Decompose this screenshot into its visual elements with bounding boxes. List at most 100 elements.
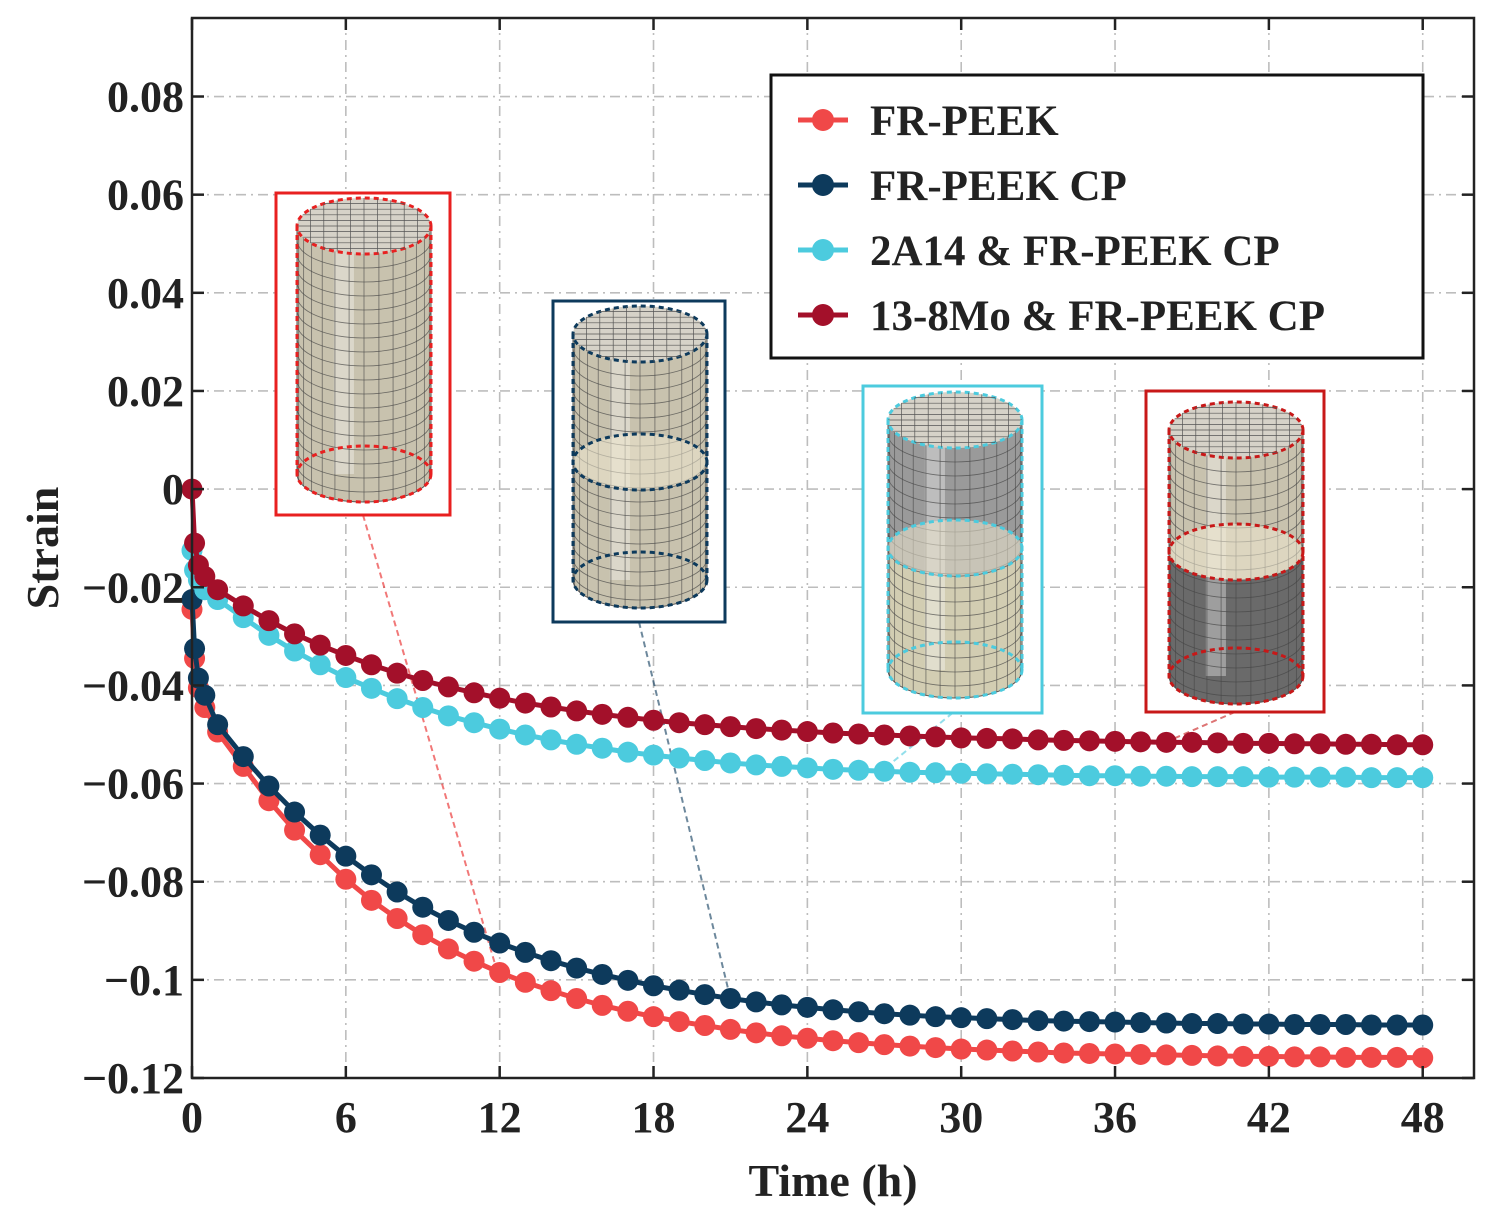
13-8mo-fr-peek-cp-specimen bbox=[1144, 389, 1326, 714]
y-tick-label: −0.08 bbox=[82, 858, 184, 907]
y-axis-title: Strain bbox=[17, 487, 68, 610]
data-point bbox=[437, 909, 459, 931]
inset-guide-line bbox=[1165, 711, 1236, 743]
data-point bbox=[489, 932, 511, 954]
data-point bbox=[258, 775, 280, 797]
data-point bbox=[976, 1008, 998, 1030]
data-point bbox=[1181, 731, 1203, 753]
data-point bbox=[1181, 1013, 1203, 1035]
mesh-ring bbox=[572, 375, 708, 405]
data-point bbox=[796, 1027, 818, 1049]
data-point bbox=[463, 712, 485, 734]
data-point bbox=[694, 1014, 716, 1036]
series-line bbox=[189, 599, 1423, 1028]
data-point bbox=[1232, 1013, 1254, 1035]
legend-marker bbox=[812, 304, 834, 326]
mesh-ring bbox=[887, 587, 1023, 617]
data-point bbox=[284, 623, 306, 645]
data-point bbox=[540, 980, 562, 1002]
data-point bbox=[771, 994, 793, 1016]
mesh-ring bbox=[1168, 443, 1304, 473]
data-point bbox=[335, 667, 357, 689]
data-point bbox=[668, 747, 690, 769]
mesh-ring bbox=[296, 295, 432, 325]
data-point bbox=[643, 1006, 665, 1028]
y-tick-label: 0.02 bbox=[107, 367, 184, 416]
data-point bbox=[1078, 1042, 1100, 1064]
x-tick-label: 18 bbox=[632, 1093, 676, 1142]
data-point bbox=[1284, 733, 1306, 755]
data-point bbox=[1027, 1041, 1049, 1063]
mesh-ring bbox=[296, 281, 432, 311]
mesh-ring bbox=[1168, 485, 1304, 515]
y-tick-label: −0.1 bbox=[104, 956, 184, 1005]
mesh-ring bbox=[296, 449, 432, 479]
mesh-ring bbox=[1168, 471, 1304, 501]
data-point bbox=[1155, 1044, 1177, 1066]
data-point bbox=[566, 988, 588, 1009]
data-point bbox=[1001, 1040, 1023, 1062]
mesh-ring bbox=[572, 389, 708, 419]
mesh-ring bbox=[296, 253, 432, 283]
data-point bbox=[184, 532, 206, 554]
data-point bbox=[745, 754, 767, 776]
data-point bbox=[1001, 763, 1023, 785]
data-point bbox=[771, 719, 793, 741]
data-point bbox=[1104, 765, 1126, 787]
series-line bbox=[189, 550, 1423, 781]
data-point bbox=[848, 1032, 870, 1054]
data-point bbox=[848, 723, 870, 745]
data-point bbox=[1155, 731, 1177, 753]
data-point bbox=[1360, 733, 1382, 755]
data-point bbox=[540, 696, 562, 718]
mesh-ring bbox=[572, 501, 708, 531]
series-13-8mo-fr-peek-cp bbox=[181, 478, 1434, 756]
data-point bbox=[284, 801, 306, 823]
data-point bbox=[873, 1034, 895, 1056]
data-point bbox=[489, 961, 511, 983]
data-point bbox=[1155, 765, 1177, 787]
mesh-ring bbox=[1168, 667, 1304, 697]
data-point bbox=[1053, 764, 1075, 786]
data-point bbox=[822, 999, 844, 1021]
data-point bbox=[873, 724, 895, 746]
data-point bbox=[719, 752, 741, 774]
data-point bbox=[1207, 766, 1229, 788]
data-point bbox=[899, 725, 921, 747]
specimen-insets bbox=[274, 191, 1326, 715]
data-point bbox=[412, 924, 434, 946]
legend-label: 13-8Mo & FR-PEEK CP bbox=[870, 293, 1325, 340]
data-point bbox=[848, 759, 870, 781]
data-point bbox=[873, 760, 895, 782]
data-point bbox=[1258, 1045, 1280, 1067]
data-point bbox=[360, 654, 382, 676]
legend-label: FR-PEEK CP bbox=[870, 163, 1127, 210]
data-point bbox=[463, 682, 485, 704]
mesh-ring bbox=[1168, 555, 1304, 585]
mesh-ring bbox=[1168, 653, 1304, 683]
data-point bbox=[489, 687, 511, 709]
data-point bbox=[463, 950, 485, 972]
data-point bbox=[1232, 732, 1254, 754]
data-point bbox=[207, 579, 229, 601]
data-point bbox=[1412, 1047, 1434, 1069]
data-point bbox=[1309, 766, 1331, 788]
data-point bbox=[1053, 729, 1075, 751]
data-point bbox=[591, 963, 613, 985]
x-tick-label: 48 bbox=[1401, 1093, 1445, 1142]
mesh-ring bbox=[572, 515, 708, 545]
mesh-ring bbox=[572, 543, 708, 573]
inset-guide-line bbox=[638, 621, 732, 999]
data-point bbox=[1335, 733, 1357, 755]
data-point bbox=[514, 941, 536, 963]
data-point bbox=[309, 634, 331, 656]
data-point bbox=[386, 662, 408, 684]
x-tick-label: 6 bbox=[335, 1093, 357, 1142]
mesh-ring bbox=[296, 365, 432, 395]
data-point bbox=[1078, 1011, 1100, 1033]
mesh-ring bbox=[296, 337, 432, 367]
data-point bbox=[1412, 1014, 1434, 1036]
mesh-ring bbox=[572, 557, 708, 587]
mesh-ring bbox=[296, 351, 432, 381]
data-point bbox=[950, 1007, 972, 1029]
